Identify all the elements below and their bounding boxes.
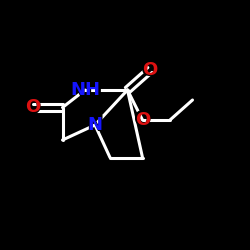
Text: NH: NH	[70, 81, 100, 99]
Text: O: O	[141, 60, 159, 80]
Text: N: N	[88, 116, 102, 134]
Text: NH: NH	[68, 80, 102, 100]
Text: O: O	[142, 61, 158, 79]
Text: O: O	[25, 98, 40, 116]
Text: O: O	[134, 110, 151, 130]
Text: O: O	[135, 111, 150, 129]
Text: O: O	[24, 98, 41, 117]
Text: N: N	[86, 115, 104, 135]
